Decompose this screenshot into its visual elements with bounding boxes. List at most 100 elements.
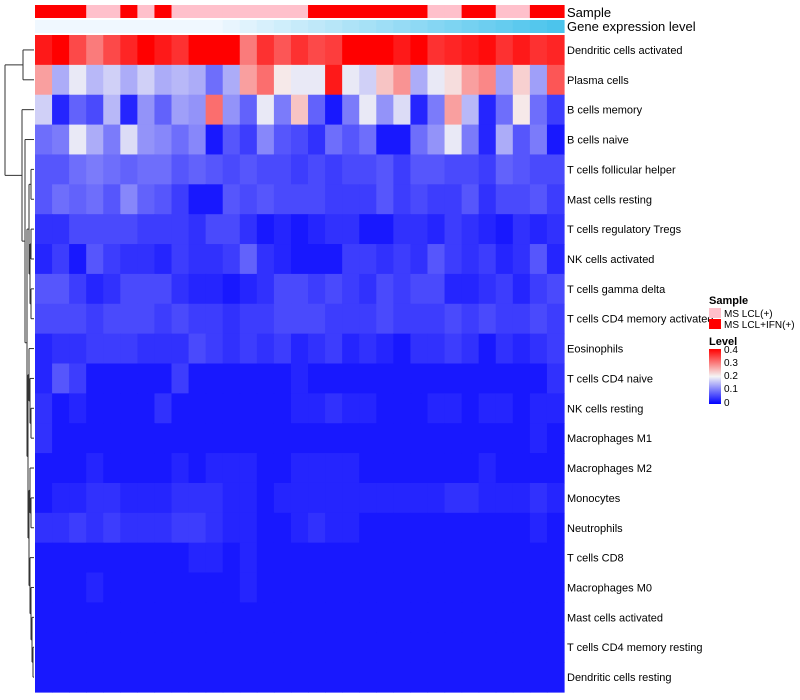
heatmap-cell bbox=[478, 154, 497, 185]
heatmap-cell bbox=[461, 333, 480, 365]
heatmap-cell bbox=[376, 512, 394, 544]
heatmap-cell bbox=[308, 542, 326, 574]
heatmap-cell bbox=[376, 154, 394, 185]
heatmap-cell bbox=[308, 214, 326, 245]
heatmap-cell bbox=[273, 184, 292, 215]
heatmap-cell bbox=[393, 602, 412, 633]
heatmap-cell bbox=[308, 423, 326, 454]
heatmap-cell bbox=[188, 244, 207, 275]
heatmap-cell bbox=[205, 303, 224, 335]
heatmap-cell bbox=[205, 244, 224, 275]
heatmap-cell bbox=[222, 244, 241, 275]
heatmap-cell bbox=[86, 423, 104, 454]
heatmap-cell bbox=[342, 244, 360, 275]
heatmap-cell bbox=[52, 632, 70, 663]
heatmap-cell bbox=[222, 423, 241, 454]
heatmap-cell bbox=[393, 214, 412, 245]
gene-annotation-cell bbox=[427, 20, 446, 33]
heatmap-cell bbox=[239, 64, 258, 96]
heatmap-cell bbox=[69, 154, 87, 185]
heatmap-cell bbox=[478, 64, 497, 96]
heatmap-cell bbox=[512, 363, 531, 394]
heatmap-cell bbox=[239, 662, 258, 693]
heatmap-cell bbox=[52, 184, 70, 215]
sample-annotation-cell bbox=[342, 5, 360, 18]
heatmap-cell bbox=[154, 244, 173, 275]
heatmap-cell bbox=[290, 184, 309, 215]
heatmap-cell bbox=[290, 662, 309, 693]
heatmap-cell bbox=[427, 64, 446, 96]
heatmap-cell bbox=[256, 303, 275, 335]
heatmap-cell bbox=[103, 662, 121, 693]
heatmap-cell bbox=[205, 512, 224, 544]
row-label: B cells memory bbox=[567, 105, 643, 117]
heatmap-cell bbox=[120, 64, 138, 96]
heatmap-cell bbox=[290, 512, 309, 544]
heatmap-cell bbox=[69, 482, 87, 514]
heatmap-cell bbox=[154, 333, 173, 365]
heatmap-cell bbox=[273, 94, 292, 126]
heatmap-cell bbox=[137, 244, 156, 275]
heatmap-cell bbox=[103, 423, 121, 454]
heatmap-cell bbox=[69, 423, 87, 454]
heatmap-cell bbox=[359, 632, 377, 663]
heatmap-cell bbox=[273, 632, 292, 663]
heatmap-cell bbox=[35, 124, 53, 156]
heatmap-cell bbox=[290, 124, 309, 156]
heatmap-cell bbox=[188, 64, 207, 96]
heatmap-cell bbox=[256, 154, 275, 185]
heatmap-cell bbox=[35, 273, 53, 305]
heatmap-cell bbox=[52, 333, 70, 365]
heatmap-cell bbox=[205, 273, 224, 305]
heatmap-cell bbox=[239, 572, 258, 604]
heatmap-cell bbox=[325, 542, 343, 574]
heatmap-cell bbox=[256, 602, 275, 633]
row-label: NK cells activated bbox=[567, 254, 654, 266]
heatmap-cell bbox=[188, 393, 207, 424]
heatmap-cell bbox=[154, 273, 173, 305]
heatmap-cell bbox=[86, 393, 104, 424]
heatmap-cell bbox=[103, 35, 121, 66]
heatmap-cell bbox=[120, 273, 138, 305]
heatmap-cell bbox=[325, 393, 343, 424]
heatmap-cell bbox=[188, 602, 207, 633]
row-label: Dendritic cells resting bbox=[567, 672, 672, 684]
heatmap-cell bbox=[154, 542, 173, 574]
heatmap-cell bbox=[256, 35, 275, 66]
heatmap-cell bbox=[529, 214, 548, 245]
heatmap-cell bbox=[546, 154, 565, 185]
heatmap-cell bbox=[120, 184, 138, 215]
heatmap-cell bbox=[52, 303, 70, 335]
gene-annotation-cell bbox=[239, 20, 258, 33]
heatmap-cell bbox=[103, 303, 121, 335]
heatmap-cell bbox=[529, 393, 548, 424]
heatmap-cell bbox=[239, 393, 258, 424]
heatmap-cell bbox=[342, 333, 360, 365]
heatmap-cell bbox=[103, 453, 121, 484]
sample-annotation-cell bbox=[205, 5, 224, 18]
heatmap-cell bbox=[171, 572, 190, 604]
heatmap-cell bbox=[376, 214, 394, 245]
heatmap-cell bbox=[256, 64, 275, 96]
heatmap-cell bbox=[154, 64, 173, 96]
heatmap-cell bbox=[478, 214, 497, 245]
sample-annotation-cell bbox=[35, 5, 53, 18]
legend-tick-0-4: 0.4 bbox=[724, 345, 738, 356]
heatmap-cell bbox=[495, 542, 514, 574]
heatmap-cell bbox=[103, 184, 121, 215]
heatmap-cell bbox=[154, 35, 173, 66]
heatmap-cell bbox=[342, 453, 360, 484]
heatmap-cell bbox=[359, 393, 377, 424]
heatmap-cell bbox=[205, 333, 224, 365]
heatmap-cell bbox=[342, 273, 360, 305]
heatmap-cell bbox=[529, 363, 548, 394]
heatmap-cell bbox=[205, 35, 224, 66]
heatmap-cell bbox=[256, 333, 275, 365]
heatmap-cell bbox=[512, 602, 531, 633]
heatmap-cell bbox=[273, 244, 292, 275]
heatmap-cell bbox=[359, 214, 377, 245]
heatmap-cell bbox=[529, 64, 548, 96]
gene-annotation-cell bbox=[52, 20, 70, 33]
heatmap-cell bbox=[137, 184, 156, 215]
sample-annotation-cell bbox=[52, 5, 70, 18]
